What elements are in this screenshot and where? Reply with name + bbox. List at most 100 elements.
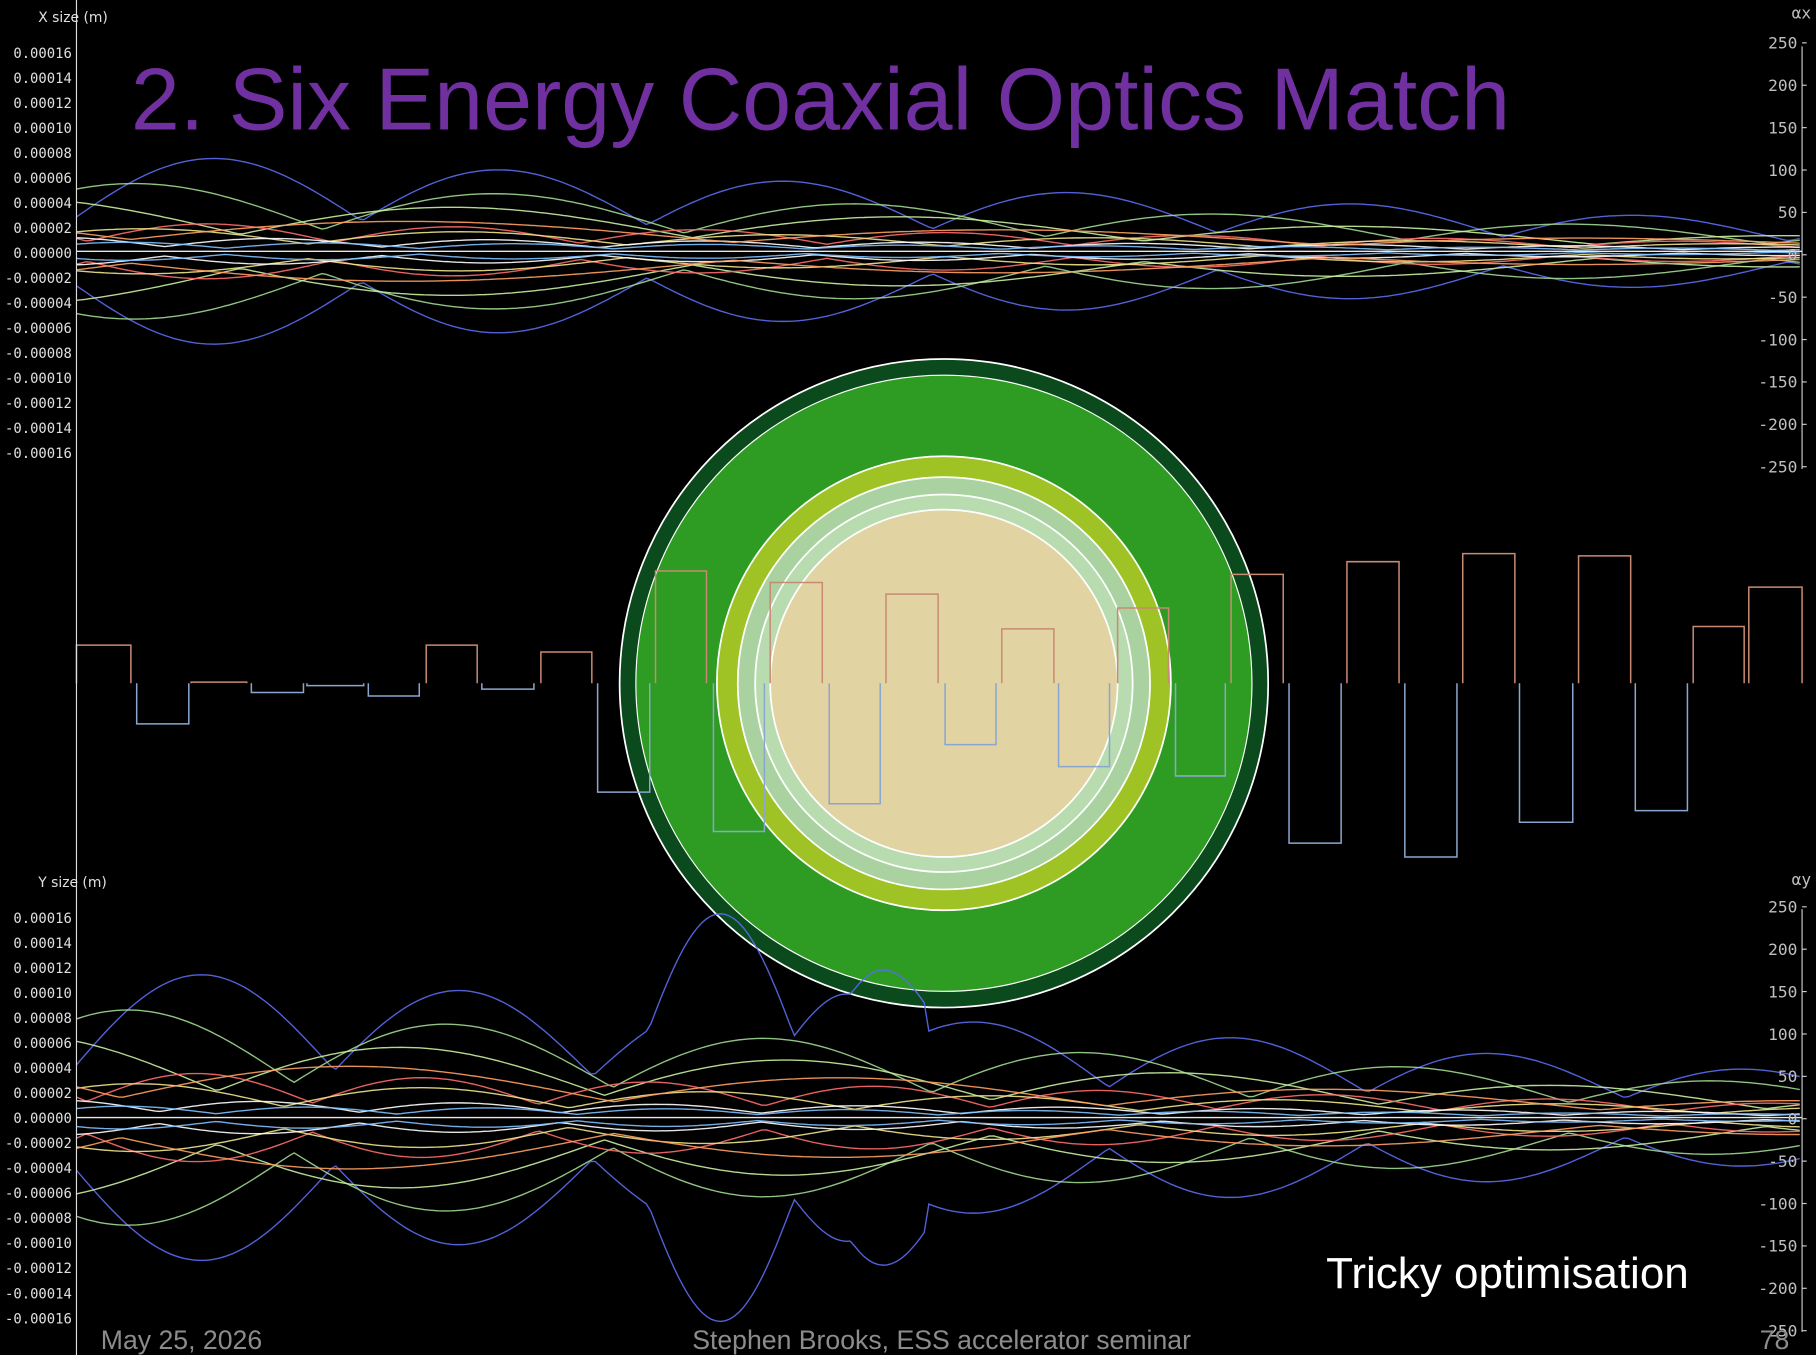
envelope-curve xyxy=(76,1099,1800,1117)
step-outline xyxy=(425,644,478,684)
right-tick-label: 150 xyxy=(1768,982,1797,1001)
y-tick-label: 0.00012 xyxy=(13,961,71,977)
envelope-curve xyxy=(76,182,1800,245)
y-tick-label: -0.00016 xyxy=(5,1311,72,1327)
step-outline xyxy=(190,681,248,684)
y-tick-label: -0.00014 xyxy=(5,421,72,437)
step-outline xyxy=(481,683,535,690)
step-outline xyxy=(1174,683,1227,777)
envelope-curve xyxy=(76,258,1800,320)
footer-page: 78 xyxy=(1760,1325,1790,1355)
y-tick-label: -0.00010 xyxy=(5,1236,72,1252)
right-tick-label: 150 xyxy=(1768,118,1797,137)
y-tick-label: 0.00010 xyxy=(13,986,71,1002)
y-tick-label: 0.00008 xyxy=(13,146,71,162)
right-tick-label: -50 xyxy=(1768,288,1797,307)
right-tick-label: -250 xyxy=(1758,458,1797,477)
footer-date: May 25, 2026 xyxy=(101,1325,262,1355)
y-tick-label: 0.00016 xyxy=(13,46,71,62)
beam-envelopes xyxy=(75,157,1803,1323)
step-outline xyxy=(1057,683,1111,768)
right-tick-label: -200 xyxy=(1758,1279,1797,1298)
envelope-curve xyxy=(76,1124,1800,1170)
step-outline xyxy=(944,683,997,746)
axis-label: Y size (m) xyxy=(37,875,107,891)
step-outline xyxy=(367,683,421,697)
step-outline xyxy=(1634,683,1689,812)
step-outline xyxy=(1288,683,1342,844)
aperture-diagram xyxy=(618,358,1270,1009)
y-tick-label: -0.00012 xyxy=(5,1261,72,1277)
y-tick-label: 0.00014 xyxy=(13,936,71,952)
right-tick-label: 200 xyxy=(1768,940,1797,959)
step-outline xyxy=(1748,586,1803,684)
right-tick-label: -250 xyxy=(1758,1321,1797,1340)
right-tick-label: -100 xyxy=(1758,1194,1797,1213)
y-tick-label: 0.00014 xyxy=(13,71,71,87)
envelope-curve xyxy=(76,223,1800,249)
right-tick-label: 100 xyxy=(1768,161,1797,180)
y-tick-label: 0.00006 xyxy=(13,1036,71,1052)
envelope-curve xyxy=(76,201,1800,246)
step-outline xyxy=(1230,573,1284,684)
step-outline xyxy=(596,683,651,793)
magnet-steps xyxy=(75,552,1803,858)
y-tick-label: -0.00006 xyxy=(5,321,72,337)
envelope-curve xyxy=(76,241,1800,251)
envelope-curve xyxy=(76,256,1800,282)
right-tick-label: 100 xyxy=(1768,1025,1797,1044)
envelope-curve xyxy=(75,1137,1800,1323)
envelope-curve xyxy=(76,257,1800,301)
right-tick-label: 0 xyxy=(1788,246,1798,265)
y-tick-label: 0.00002 xyxy=(13,221,71,237)
envelope-curve xyxy=(76,1105,1800,1117)
y-tick-label: 0.00000 xyxy=(13,1111,71,1127)
y-tick-label: 0.00000 xyxy=(13,246,71,262)
y-tick-label: -0.00010 xyxy=(5,371,72,387)
right-tick-label: -150 xyxy=(1758,1237,1797,1256)
slide-title: 2. Six Energy Coaxial Optics Match xyxy=(131,50,1510,149)
annotation: Tricky optimisation xyxy=(1326,1249,1689,1298)
right-tick-label: 200 xyxy=(1768,76,1797,95)
y-tick-label: 0.00006 xyxy=(13,171,71,187)
envelope-curve xyxy=(76,157,1800,242)
envelope-curve xyxy=(76,254,1800,280)
right-tick-label: -100 xyxy=(1758,330,1797,349)
step-outline xyxy=(540,651,593,684)
step-outline xyxy=(306,683,365,687)
axis-label: X size (m) xyxy=(38,10,108,26)
y-tick-label: -0.00008 xyxy=(5,346,72,362)
y-tick-label: -0.00002 xyxy=(5,271,72,287)
y-tick-label: 0.00004 xyxy=(13,196,71,212)
step-outline xyxy=(1577,555,1632,684)
y-tick-label: -0.00004 xyxy=(5,1161,72,1177)
right-tick-label: -50 xyxy=(1768,1152,1797,1171)
y-tick-label: 0.00004 xyxy=(13,1061,71,1077)
envelope-curve xyxy=(76,261,1800,345)
step-outline xyxy=(1692,625,1745,684)
y-tick-label: 0.00002 xyxy=(13,1086,71,1102)
step-outline xyxy=(1518,683,1574,824)
envelope-curve xyxy=(76,1118,1800,1130)
right-tick-label: -200 xyxy=(1758,415,1797,434)
y-tick-label: -0.00016 xyxy=(5,446,72,462)
axis-label: αy xyxy=(1792,870,1812,889)
step-outline xyxy=(250,683,305,694)
footer-author: Stephen Brooks, ESS accelerator seminar xyxy=(692,1325,1191,1355)
y-tick-label: -0.00002 xyxy=(5,1136,72,1152)
envelope-curve xyxy=(75,913,1800,1098)
step-outline xyxy=(654,570,708,684)
y-tick-label: 0.00012 xyxy=(13,96,71,112)
step-outline xyxy=(135,683,190,725)
step-outline xyxy=(1116,607,1170,684)
step-outline xyxy=(712,683,766,833)
right-tick-label: 50 xyxy=(1778,203,1798,222)
right-tick-label: 50 xyxy=(1778,1067,1798,1086)
envelope-curve xyxy=(76,1065,1800,1111)
step-outline xyxy=(828,683,881,805)
step-outline xyxy=(1461,552,1516,684)
envelope-curve xyxy=(76,1121,1800,1153)
right-tick-label: 250 xyxy=(1768,898,1797,917)
y-tick-label: 0.00008 xyxy=(13,1011,71,1027)
